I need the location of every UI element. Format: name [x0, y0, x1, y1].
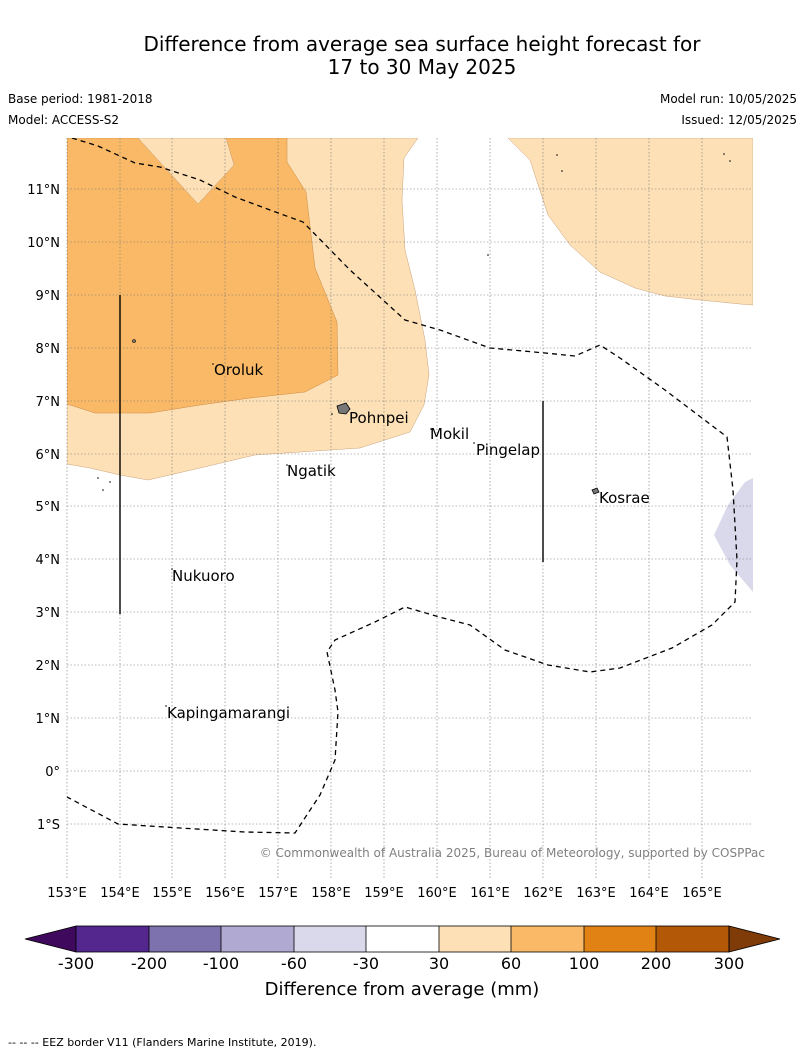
lon-tick: 164°E [629, 886, 669, 901]
colorbar-segment [656, 926, 729, 952]
eez-legend-note: -- -- -- EEZ border V11 (Flanders Marine… [8, 1036, 317, 1049]
colorbar-title: Difference from average (mm) [265, 979, 540, 1000]
title-line-1: Difference from average sea surface heig… [143, 32, 701, 56]
colorbar-tick: 30 [429, 954, 449, 973]
lat-tick: 7°N [36, 395, 61, 410]
lat-tick: 8°N [36, 342, 61, 357]
colorbar-segment [149, 926, 221, 952]
lon-tick: 153°E [47, 886, 87, 901]
lat-tick: 5°N [36, 500, 61, 515]
colorbar: -300 -200 -100 -60 -30 30 60 100 200 300… [24, 925, 781, 1000]
colorbar-tick: -60 [281, 954, 307, 973]
colorbar-tick: 300 [714, 954, 745, 973]
map-figure: Oroluk Pohnpei Mokil Pingelap Ngatik Kos… [24, 138, 781, 1000]
kosrae-island [591, 487, 600, 495]
colorbar-tick: -30 [353, 954, 379, 973]
colorbar-extend-high [728, 925, 781, 953]
colorbar-segment [294, 926, 366, 952]
copyright-notice: © Commonwealth of Australia 2025, Bureau… [260, 846, 765, 860]
colorbar-segment [221, 926, 294, 952]
anomaly-region-neg60-neg30 [714, 478, 753, 592]
anomaly-fields [67, 138, 753, 592]
lat-tick: 6°N [36, 448, 61, 463]
place-label-mokil: Mokil [430, 425, 469, 443]
lon-tick: 159°E [364, 886, 404, 901]
lon-tick: 165°E [682, 886, 722, 901]
place-label-oroluk: Oroluk [214, 361, 263, 379]
islands [97, 153, 731, 707]
lon-tick: 158°E [311, 886, 351, 901]
model-run: Model run: 10/05/2025 [659, 92, 797, 106]
map-title: Difference from average sea surface heig… [0, 33, 804, 79]
lon-tick: 163°E [576, 886, 616, 901]
colorbar-tick: 60 [501, 954, 521, 973]
lat-tick: 1°S [37, 818, 60, 833]
place-label-nukuoro: Nukuoro [172, 567, 235, 585]
issued-date: Issued: 12/05/2025 [681, 113, 797, 127]
lat-tick: 10°N [27, 236, 60, 251]
colorbar-tick: -100 [203, 954, 239, 973]
boundary-lines [119, 295, 544, 614]
colorbar-segment [511, 926, 584, 952]
place-label-pingelap: Pingelap [476, 441, 540, 459]
lon-tick: 154°E [100, 886, 140, 901]
eez-border [67, 138, 738, 834]
lon-tick: 156°E [205, 886, 245, 901]
base-period: Base period: 1981-2018 [8, 92, 153, 106]
anomaly-region-30-60-notch [137, 138, 235, 205]
colorbar-tick: 200 [641, 954, 672, 973]
lon-tick: 161°E [470, 886, 510, 901]
place-label-pohnpei: Pohnpei [349, 409, 409, 427]
title-line-2: 17 to 30 May 2025 [327, 55, 517, 79]
lat-axis: 11°N 10°N 9°N 8°N 7°N 6°N 5°N 4°N 3°N 2°… [27, 183, 60, 833]
pohnpei-island [336, 402, 351, 415]
colorbar-tick: -200 [131, 954, 167, 973]
colorbar-tick: 100 [569, 954, 600, 973]
colorbar-segment [366, 926, 439, 952]
lat-tick: 4°N [36, 553, 61, 568]
anomaly-region-30-60 [507, 138, 753, 306]
place-label-ngatik: Ngatik [287, 462, 336, 480]
lon-tick: 157°E [258, 886, 298, 901]
lon-axis: 153°E 154°E 155°E 156°E 157°E 158°E 159°… [47, 886, 722, 901]
lat-tick: 1°N [36, 712, 61, 727]
lat-tick: 0° [45, 765, 60, 780]
lat-tick: 2°N [36, 659, 61, 674]
lat-tick: 9°N [36, 289, 61, 304]
colorbar-segment [584, 926, 656, 952]
lat-tick: 11°N [27, 183, 60, 198]
colorbar-extend-low [24, 925, 77, 953]
colorbar-segment [439, 926, 511, 952]
graticule [66, 138, 753, 880]
place-label-kapingamarangi: Kapingamarangi [167, 704, 290, 722]
colorbar-segment [76, 926, 149, 952]
place-labels: Oroluk Pohnpei Mokil Pingelap Ngatik Kos… [167, 361, 650, 722]
lon-tick: 162°E [523, 886, 563, 901]
lat-tick: 3°N [36, 606, 61, 621]
colorbar-tick: -300 [58, 954, 94, 973]
lon-tick: 155°E [152, 886, 192, 901]
lon-tick: 160°E [417, 886, 457, 901]
place-label-kosrae: Kosrae [599, 489, 650, 507]
model-name: Model: ACCESS-S2 [8, 113, 120, 127]
